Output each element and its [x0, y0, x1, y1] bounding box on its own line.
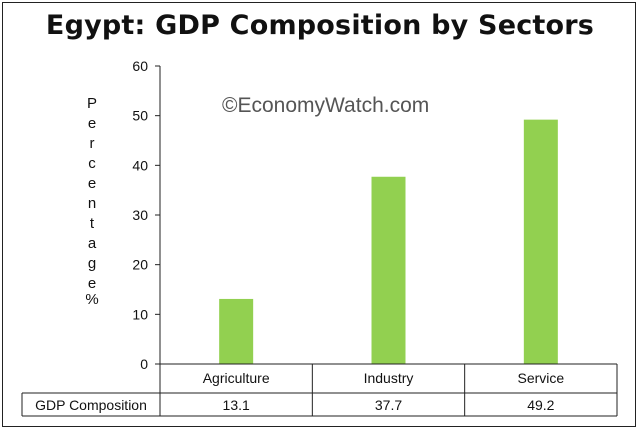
- y-axis-label-char: t: [89, 215, 95, 232]
- y-axis-label-char: e: [87, 175, 97, 192]
- category-label: Industry: [364, 370, 414, 386]
- category-label: Agriculture: [203, 370, 270, 386]
- y-tick-label: 40: [132, 157, 148, 173]
- category-label: Service: [517, 370, 564, 386]
- value-label: 49.2: [527, 397, 554, 413]
- watermark: ©EconomyWatch.com: [222, 94, 430, 117]
- y-axis-label-char: n: [87, 195, 97, 212]
- y-tick-label: 20: [132, 257, 148, 273]
- y-axis-label-char: g: [87, 255, 97, 272]
- y-axis-label-char: r: [89, 135, 95, 152]
- series-name-label: GDP Composition: [35, 397, 147, 413]
- y-axis-label-char: c: [88, 155, 96, 172]
- value-label: 13.1: [223, 397, 250, 413]
- y-tick-label: 0: [140, 356, 148, 372]
- bar: [219, 298, 254, 364]
- y-axis-label-char: e: [87, 275, 97, 292]
- y-tick-label: 30: [132, 207, 148, 223]
- y-axis-label-char: e: [87, 115, 97, 132]
- y-tick-label: 50: [132, 108, 148, 124]
- chart-title: Egypt: GDP Composition by Sectors: [45, 10, 595, 41]
- y-tick-label: 10: [132, 306, 148, 322]
- y-axis-label-char: %: [85, 291, 99, 308]
- y-tick-label: 60: [132, 58, 148, 74]
- bar: [371, 176, 406, 364]
- y-axis-label-char: a: [87, 235, 97, 252]
- value-label: 37.7: [375, 397, 402, 413]
- y-axis-label-char: P: [86, 95, 97, 112]
- bar: [523, 119, 558, 364]
